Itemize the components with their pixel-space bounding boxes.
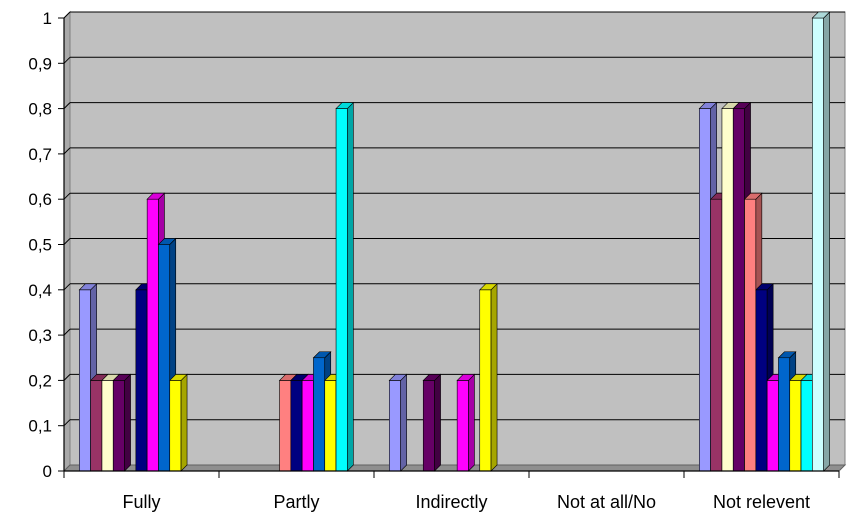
bar-front (456, 380, 469, 472)
gridline-side (63, 374, 71, 381)
gridline-side (63, 147, 71, 155)
category-label: Not relevent (713, 492, 810, 512)
bar-side (347, 101, 354, 472)
bar-front (766, 380, 779, 472)
gridline-side (63, 328, 71, 336)
gridline-side (63, 56, 71, 64)
bar-top (777, 351, 797, 359)
category-labels: Fully Partly Indirectly Not at all/No Not re… (122, 492, 810, 512)
bar-front (169, 380, 182, 472)
y-tick-label: 0 (43, 462, 52, 481)
bar (811, 11, 831, 472)
category-label: Partly (273, 492, 319, 512)
bar-front (335, 108, 348, 472)
bar-front (101, 380, 114, 472)
gridline-side (63, 11, 71, 19)
bar-top (388, 374, 408, 381)
y-tick-labels: 0 0,1 0,2 0,3 0,4 0,5 0,6 0,7 0,8 0,9 1 (28, 9, 52, 481)
y-tick-label: 0,2 (28, 371, 52, 390)
bar-top (157, 238, 177, 245)
gridline-side (63, 419, 71, 427)
bar-top (422, 374, 442, 381)
category-label: Indirectly (415, 492, 487, 512)
bar-side (180, 373, 188, 472)
bar-top (78, 283, 98, 291)
bar-front (778, 357, 791, 472)
bar-top (743, 192, 763, 200)
bar-front (744, 198, 757, 472)
bar (335, 101, 355, 472)
gridline-side (63, 283, 71, 291)
bar-top (698, 102, 718, 109)
bar-front (146, 198, 159, 472)
gridline-side (63, 238, 71, 245)
bar-top (312, 351, 332, 359)
gridline-side (63, 192, 71, 200)
bar-side (124, 373, 131, 472)
bar-front (301, 380, 314, 472)
bar-front (290, 380, 303, 472)
bar (169, 373, 188, 472)
y-tick-label: 0,8 (28, 100, 52, 119)
bar-front (721, 108, 734, 472)
bar-top (479, 283, 498, 291)
bar-front (158, 244, 171, 472)
bar (388, 373, 408, 472)
gridline-side (63, 102, 71, 109)
bar-front (279, 380, 292, 472)
bars (78, 11, 831, 472)
axes (58, 17, 840, 478)
bar-front (422, 380, 435, 472)
bar-side (400, 373, 407, 472)
bar-front (789, 380, 802, 472)
bar (422, 373, 442, 472)
y-tick-label: 0,7 (28, 145, 52, 164)
bar-front (112, 380, 125, 472)
bar-top (335, 102, 355, 109)
bar (112, 373, 132, 472)
y-tick-label: 0,4 (28, 281, 52, 300)
bar-side (434, 373, 441, 472)
bar-side (823, 11, 830, 472)
bar-front (324, 380, 337, 472)
bar-front (732, 108, 745, 472)
bar-front (699, 108, 711, 472)
bar-top (732, 102, 752, 109)
bar (479, 283, 498, 472)
bar-top (169, 374, 188, 381)
bar-front (90, 380, 103, 472)
bar-top (811, 11, 831, 19)
bar-front (79, 289, 91, 472)
bar-front (812, 17, 824, 472)
y-tick-label: 1 (43, 9, 52, 28)
bar (456, 373, 476, 472)
bar-front (710, 198, 723, 472)
bar-top (112, 374, 132, 381)
y-tick-label: 0,6 (28, 190, 52, 209)
bar-front (313, 357, 326, 472)
bar-front (389, 380, 401, 472)
bar-front (800, 380, 813, 472)
category-label: Fully (122, 492, 160, 512)
bar-top (146, 192, 166, 200)
y-tick-label: 0,1 (28, 417, 52, 436)
bar-front (135, 289, 148, 472)
bar-front (479, 289, 492, 472)
bar-side (490, 283, 498, 472)
category-label: Not at all/No (557, 492, 656, 512)
y-tick-label: 0,3 (28, 326, 52, 345)
bar-side (468, 373, 475, 472)
bar-front (755, 289, 768, 472)
y-tick-label: 0,9 (28, 54, 52, 73)
y-tick-label: 0,5 (28, 236, 52, 255)
bar-top (755, 283, 774, 291)
bar-top (456, 374, 476, 381)
